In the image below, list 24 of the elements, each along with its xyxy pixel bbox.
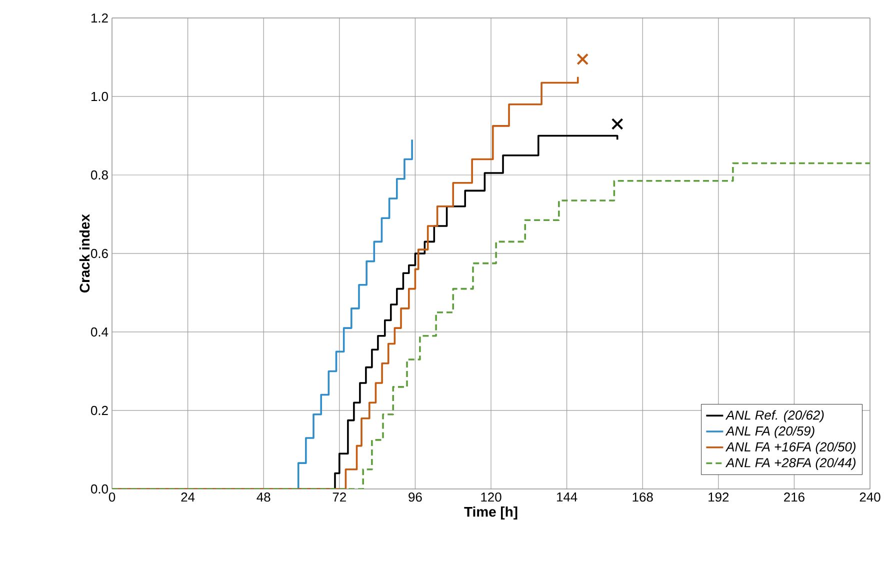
x-tick-label: 24: [181, 492, 195, 502]
y-tick-label: 0.4: [90, 327, 108, 337]
x-tick-label: 144: [556, 492, 578, 502]
y-tick-label: 0.0: [90, 484, 108, 494]
legend-label: ANL FA +16FA (20/50): [725, 442, 856, 454]
x-tick-label: 0: [108, 492, 116, 502]
x-axis-title: Time [h]: [464, 506, 518, 520]
legend-label: ANL Ref. (20/62): [725, 410, 824, 422]
x-tick-label: 240: [860, 492, 880, 502]
y-tick-label: 0.8: [90, 170, 108, 180]
x-tick-label: 96: [408, 492, 422, 502]
x-tick-label: 48: [256, 492, 270, 502]
x-tick-label: 168: [632, 492, 653, 502]
x-tick-label: 216: [784, 492, 804, 502]
y-tick-label: 1.2: [91, 13, 108, 23]
x-tick-label: 120: [481, 492, 502, 502]
x-tick-label: 72: [332, 492, 346, 502]
x-tick-label: 192: [708, 492, 729, 502]
legend-label: ANL FA (20/59): [725, 426, 814, 438]
y-tick-label: 0.2: [90, 406, 108, 416]
y-tick-label: 0.6: [90, 248, 108, 258]
legend-label: ANL FA +28FA (20/44): [725, 458, 856, 470]
y-tick-label: 1.0: [91, 92, 108, 102]
y-axis-title: Crack index: [79, 214, 90, 292]
